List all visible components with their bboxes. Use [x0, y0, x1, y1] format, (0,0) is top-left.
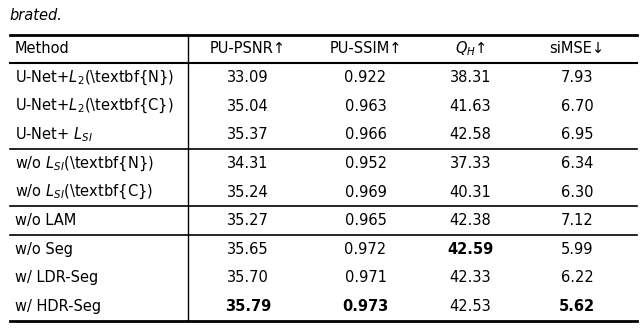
Text: 42.33: 42.33: [450, 270, 492, 285]
Text: 41.63: 41.63: [450, 99, 492, 114]
Text: w/o Seg: w/o Seg: [15, 242, 73, 257]
Text: 0.963: 0.963: [345, 99, 387, 114]
Text: 37.33: 37.33: [450, 156, 492, 171]
Text: 42.38: 42.38: [450, 213, 492, 228]
Text: 35.70: 35.70: [227, 270, 269, 285]
Text: 35.79: 35.79: [225, 299, 271, 314]
Text: PU-SSIM↑: PU-SSIM↑: [330, 42, 402, 56]
Text: w/ HDR-Seg: w/ HDR-Seg: [15, 299, 101, 314]
Text: 0.972: 0.972: [344, 242, 387, 257]
Text: U-Net+$\mathit{L}_2$(\textbf{N}): U-Net+$\mathit{L}_2$(\textbf{N}): [15, 68, 174, 87]
Text: w/o LAM: w/o LAM: [15, 213, 76, 228]
Text: 7.93: 7.93: [561, 70, 593, 85]
Text: U-Net+$\mathit{L}_2$(\textbf{C}): U-Net+$\mathit{L}_2$(\textbf{C}): [15, 97, 173, 116]
Text: 6.95: 6.95: [561, 127, 593, 142]
Text: 38.31: 38.31: [450, 70, 492, 85]
Text: 42.59: 42.59: [447, 242, 493, 257]
Text: 42.53: 42.53: [450, 299, 492, 314]
Text: 35.24: 35.24: [227, 184, 269, 200]
Text: 35.04: 35.04: [227, 99, 269, 114]
Text: w/ LDR-Seg: w/ LDR-Seg: [15, 270, 98, 285]
Text: 5.62: 5.62: [559, 299, 595, 314]
Text: U-Net+ $\mathit{L}_{SI}$: U-Net+ $\mathit{L}_{SI}$: [15, 125, 93, 144]
Text: 35.27: 35.27: [227, 213, 269, 228]
Text: 34.31: 34.31: [227, 156, 269, 171]
Text: 0.971: 0.971: [344, 270, 387, 285]
Text: PU-PSNR↑: PU-PSNR↑: [210, 42, 286, 56]
Text: 6.22: 6.22: [561, 270, 593, 285]
Text: 0.922: 0.922: [344, 70, 387, 85]
Text: 40.31: 40.31: [450, 184, 492, 200]
Text: 5.99: 5.99: [561, 242, 593, 257]
Text: siMSE↓: siMSE↓: [550, 42, 605, 56]
Text: 0.966: 0.966: [344, 127, 387, 142]
Text: w/o $\mathit{L}_{SI}$(\textbf{C}): w/o $\mathit{L}_{SI}$(\textbf{C}): [15, 183, 153, 201]
Text: 6.34: 6.34: [561, 156, 593, 171]
Text: w/o $\mathit{L}_{SI}$(\textbf{N}): w/o $\mathit{L}_{SI}$(\textbf{N}): [15, 154, 154, 173]
Text: 0.952: 0.952: [344, 156, 387, 171]
Text: 0.969: 0.969: [344, 184, 387, 200]
Text: 0.965: 0.965: [344, 213, 387, 228]
Text: Method: Method: [15, 42, 70, 56]
Text: $\mathit{Q}_{H}$↑: $\mathit{Q}_{H}$↑: [455, 40, 486, 58]
Text: 33.09: 33.09: [227, 70, 269, 85]
Text: 0.973: 0.973: [342, 299, 388, 314]
Text: 35.65: 35.65: [227, 242, 269, 257]
Text: 6.70: 6.70: [561, 99, 593, 114]
Text: brated.: brated.: [10, 8, 63, 23]
Text: 35.37: 35.37: [227, 127, 269, 142]
Text: 6.30: 6.30: [561, 184, 593, 200]
Text: 42.58: 42.58: [450, 127, 492, 142]
Text: 7.12: 7.12: [561, 213, 593, 228]
